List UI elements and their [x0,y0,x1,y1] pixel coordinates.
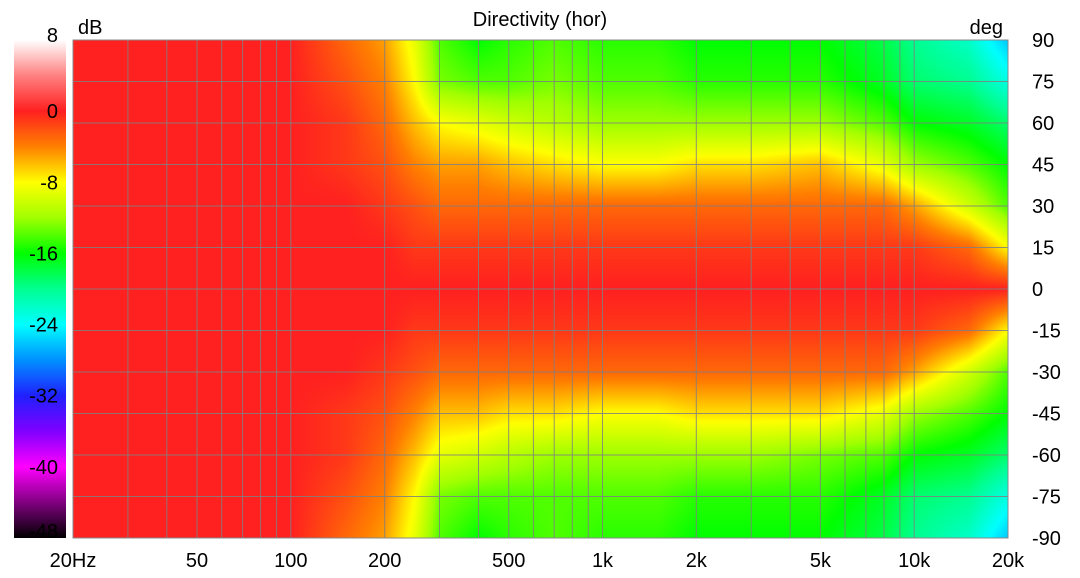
colorbar-label: dB [78,17,102,39]
plot-frame [72,39,1009,539]
x-tick-label: 20k [992,550,1025,572]
y-tick-label: -90 [1032,528,1061,550]
colorbar-tick-label: -24 [29,315,58,337]
x-tick-label: 500 [492,550,525,572]
colorbar-gradient [14,40,66,538]
y-tick-label: -75 [1032,487,1061,509]
colorbar-tick-label: 8 [47,25,58,47]
colorbar [14,40,66,538]
x-tick-label: 5k [810,550,832,572]
y-unit-label: deg [970,17,1003,39]
grid [73,40,1008,538]
colorbar-tick-label: -48 [29,521,58,543]
colorbar-tick-label: -40 [29,457,58,479]
y-tick-label: 60 [1032,113,1054,135]
y-tick-label: 75 [1032,72,1054,94]
y-tick-label: -30 [1032,362,1061,384]
colorbar-tick-label: 0 [47,101,58,123]
y-tick-label: 15 [1032,238,1054,260]
y-tick-label: 0 [1032,279,1043,301]
y-tick-label: -15 [1032,321,1061,343]
colorbar-tick-label: -16 [29,243,58,265]
x-tick-label: 20Hz [50,550,97,572]
y-tick-label: 90 [1032,30,1054,52]
y-tick-label: -60 [1032,445,1061,467]
colorbar-tick-label: -32 [29,386,58,408]
x-tick-label: 10k [898,550,931,572]
tick-labels: 20Hz 50 100 200 500 1k 2k 5k 10k 20k 90 75 60 45 30 15 0… [29,25,1061,572]
y-tick-label: 45 [1032,155,1054,177]
y-tick-label: -45 [1032,404,1061,426]
x-tick-label: 50 [186,550,208,572]
x-tick-label: 200 [368,550,401,572]
x-tick-label: 100 [274,550,307,572]
colorbar-tick-label: -8 [40,172,58,194]
x-tick-label: 1k [592,550,614,572]
y-tick-label: 30 [1032,196,1054,218]
chart-title: Directivity (hor) [473,9,607,31]
x-tick-label: 2k [686,550,708,572]
